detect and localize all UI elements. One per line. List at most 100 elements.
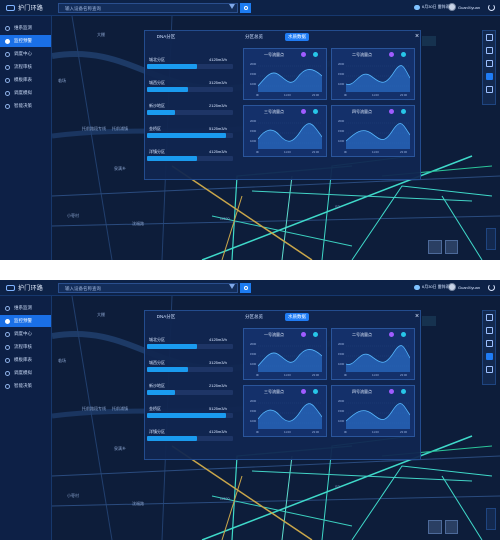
- bell-icon[interactable]: [485, 314, 493, 321]
- badge-icon[interactable]: [389, 109, 394, 114]
- close-icon[interactable]: ×: [415, 33, 420, 40]
- x-tick: 11:00: [372, 373, 379, 377]
- map-label: 临场: [58, 358, 66, 363]
- badge-icon[interactable]: [313, 109, 318, 114]
- filter-icon[interactable]: [229, 284, 235, 289]
- badge-icon[interactable]: [401, 332, 406, 337]
- sidebar-item-3[interactable]: 流程审核: [0, 341, 51, 353]
- sidebar-item-0[interactable]: 维系监测: [0, 22, 51, 34]
- tab-water-quality[interactable]: 水质数据: [285, 33, 309, 41]
- badge-icon[interactable]: [313, 332, 318, 337]
- layers-icon[interactable]: [485, 327, 493, 334]
- power-icon[interactable]: [488, 284, 495, 291]
- badge-icon[interactable]: [313, 389, 318, 394]
- user-menu[interactable]: GuanXiyuan: [448, 3, 480, 11]
- flow-card[interactable]: 三号流量点 2000 1500 1000 0h 11:00 23:00: [243, 105, 327, 157]
- sidebar-item-6[interactable]: 智能决策: [0, 100, 51, 112]
- zoom-control[interactable]: [486, 508, 496, 530]
- panel-tabs: DNA分区 分区总览 水质数据: [145, 31, 422, 43]
- zone-row[interactable]: 金桥区 5125m3/h: [147, 405, 235, 428]
- zone-row[interactable]: 城西分区 3125m3/h: [147, 359, 235, 382]
- search-input[interactable]: [65, 285, 215, 291]
- list-icon[interactable]: [485, 353, 493, 360]
- zone-row[interactable]: 金桥区 5125m3/h: [147, 125, 235, 148]
- badge-icon[interactable]: [301, 332, 306, 337]
- user-name: GuanXiyuan: [458, 284, 481, 290]
- flow-card[interactable]: 一号流量点 2000 1500 1000 0h 11:00 23:00: [243, 48, 327, 100]
- zone-row[interactable]: 城西分区 3125m3/h: [147, 79, 235, 102]
- search-button[interactable]: [240, 3, 251, 13]
- stack-icon[interactable]: [485, 340, 493, 347]
- zone-bar-track: [147, 413, 233, 418]
- sidebar-item-2[interactable]: 调度中心: [0, 48, 51, 60]
- tab-overview[interactable]: 分区总览: [245, 34, 263, 39]
- badge-icon[interactable]: [313, 52, 318, 57]
- zone-row[interactable]: 新沙地区 2125m3/h: [147, 102, 235, 125]
- basemap-switcher: [428, 520, 458, 534]
- sidebar-item-6[interactable]: 智能决策: [0, 380, 51, 392]
- tab-overview[interactable]: 分区总览: [245, 314, 263, 319]
- badge-icon[interactable]: [389, 389, 394, 394]
- bell-icon[interactable]: [485, 34, 493, 41]
- zone-row[interactable]: 新沙地区 2125m3/h: [147, 382, 235, 405]
- zone-name: 金桥区: [149, 126, 161, 131]
- zone-row[interactable]: 洋镇分区 4125m3/h: [147, 428, 235, 451]
- power-icon[interactable]: [488, 4, 495, 11]
- list-icon[interactable]: [485, 73, 493, 80]
- nav-icon: [5, 38, 10, 44]
- search-button[interactable]: [240, 283, 251, 293]
- tab-dna[interactable]: DNA分区: [156, 314, 176, 319]
- badge-icon[interactable]: [389, 332, 394, 337]
- sidebar-item-label: 维系监测: [14, 305, 32, 310]
- sidebar-item-1[interactable]: 监控预警: [0, 315, 51, 327]
- tab-dna[interactable]: DNA分区: [156, 34, 176, 39]
- flow-card[interactable]: 四号流量点 2000 1500 1000 0h 11:00 23:00: [331, 385, 415, 437]
- flow-card[interactable]: 一号流量点 2000 1500 1000 0h 11:00 23:00: [243, 328, 327, 380]
- badge-icon[interactable]: [389, 52, 394, 57]
- basemap-option[interactable]: [444, 520, 458, 534]
- flow-card[interactable]: 三号流量点 2000 1500 1000 0h 11:00 23:00: [243, 385, 327, 437]
- flow-card[interactable]: 二号流量点 2000 1500 1000 0h 11:00 23:00: [331, 328, 415, 380]
- basemap-option[interactable]: [444, 240, 458, 254]
- badge-icon[interactable]: [401, 389, 406, 394]
- zone-name: 洋镇分区: [149, 149, 165, 154]
- user-menu[interactable]: GuanXiyuan: [448, 283, 480, 291]
- sidebar-item-0[interactable]: 维系监测: [0, 302, 51, 314]
- zone-row[interactable]: 洋镇分区 4125m3/h: [147, 148, 235, 171]
- weather-text: 6月30日 雷阵雨: [422, 284, 450, 289]
- badge-icon[interactable]: [401, 109, 406, 114]
- zone-row[interactable]: 城北分区 4125m3/h: [147, 336, 235, 359]
- badge-icon[interactable]: [301, 389, 306, 394]
- zone-row[interactable]: 城北分区 4125m3/h: [147, 56, 235, 79]
- nav-icon: [5, 344, 10, 350]
- search-input[interactable]: [65, 5, 215, 11]
- basemap-option[interactable]: [428, 240, 442, 254]
- sidebar-item-5[interactable]: 调度模拟: [0, 87, 51, 99]
- fullscreen-icon[interactable]: [485, 86, 493, 93]
- badge-icon[interactable]: [301, 52, 306, 57]
- flow-card[interactable]: 四号流量点 2000 1500 1000 0h 11:00 23:00: [331, 105, 415, 157]
- sidebar-item-label: 流程审核: [14, 344, 32, 349]
- flow-card[interactable]: 二号流量点 2000 1500 1000 0h 11:00 23:00: [331, 48, 415, 100]
- sidebar-item-1[interactable]: 监控预警: [0, 35, 51, 47]
- zoom-control[interactable]: [486, 228, 496, 250]
- zone-value: 4125m3/h: [209, 57, 227, 62]
- sidebar-item-4[interactable]: 模板库表: [0, 354, 51, 366]
- fullscreen-icon[interactable]: [485, 366, 493, 373]
- stack-icon[interactable]: [485, 60, 493, 67]
- sidebar-item-5[interactable]: 调度模拟: [0, 367, 51, 379]
- close-icon[interactable]: ×: [415, 313, 420, 320]
- sidebar-item-2[interactable]: 调度中心: [0, 328, 51, 340]
- zone-value: 4125m3/h: [209, 429, 227, 434]
- layers-icon[interactable]: [485, 47, 493, 54]
- y-tick: 1500: [338, 72, 345, 76]
- basemap-option[interactable]: [428, 520, 442, 534]
- filter-icon[interactable]: [229, 4, 235, 9]
- y-tick: 2000: [338, 119, 345, 123]
- badge-icon[interactable]: [401, 52, 406, 57]
- sidebar-item-4[interactable]: 模板库表: [0, 74, 51, 86]
- tab-water-quality[interactable]: 水质数据: [285, 313, 309, 321]
- sidebar-item-3[interactable]: 流程审核: [0, 61, 51, 73]
- badge-icon[interactable]: [301, 109, 306, 114]
- y-tick: 2000: [250, 342, 257, 346]
